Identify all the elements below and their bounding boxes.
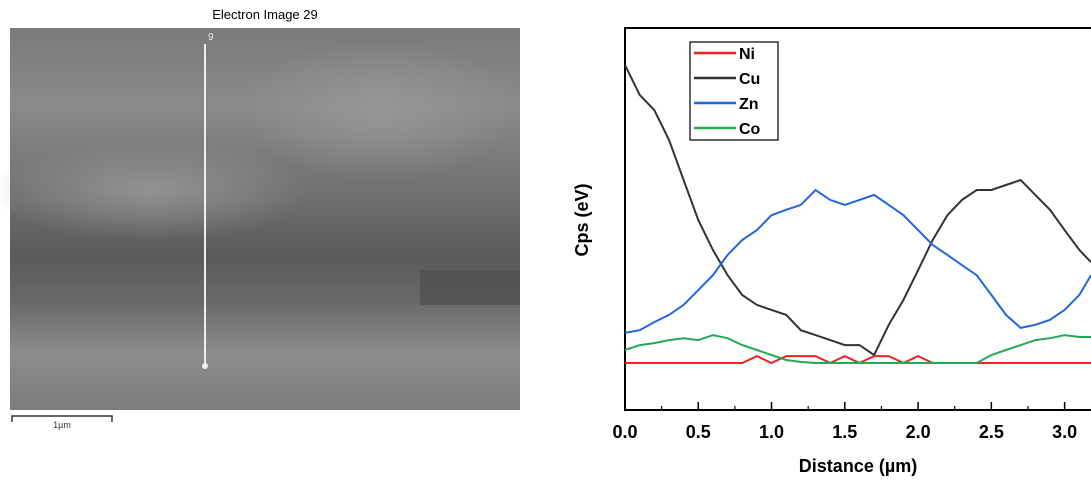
y-axis-label: Cps (eV) xyxy=(572,183,592,256)
scan-end xyxy=(202,363,208,369)
scan-label: 9 xyxy=(208,32,214,43)
series-line xyxy=(624,334,1091,364)
image-title: Electron Image 29 xyxy=(212,7,318,22)
series-line xyxy=(624,188,1091,334)
legend-label: Co xyxy=(739,121,761,138)
x-tick-label: 2.0 xyxy=(906,422,931,442)
x-tick-label: 2.5 xyxy=(979,422,1004,442)
x-tick-label: 1.0 xyxy=(759,422,784,442)
x-tick-label: 1.5 xyxy=(832,422,857,442)
sem-texture xyxy=(0,140,310,240)
series-line xyxy=(624,64,1091,357)
series-line xyxy=(625,354,1091,365)
legend-label: Cu xyxy=(739,71,760,88)
legend-label: Zn xyxy=(739,96,759,113)
legend-label: Ni xyxy=(739,46,755,63)
legend-box xyxy=(689,41,779,141)
x-tick-label: 0.5 xyxy=(686,422,711,442)
sem-texture xyxy=(420,270,520,305)
chart: Distance (µm) Cps (eV) 0.0 0.5 1.0 1.5 2.0 2.… xyxy=(572,27,1091,476)
plot-frame xyxy=(624,27,1091,411)
scale-label: 1µm xyxy=(53,420,71,430)
scale-bar xyxy=(11,415,113,422)
x-axis-label: Distance (µm) xyxy=(799,456,917,476)
sem-texture xyxy=(240,40,520,180)
x-tick-label: 3.0 xyxy=(1052,422,1077,442)
x-tick-label: 0.0 xyxy=(612,422,637,442)
